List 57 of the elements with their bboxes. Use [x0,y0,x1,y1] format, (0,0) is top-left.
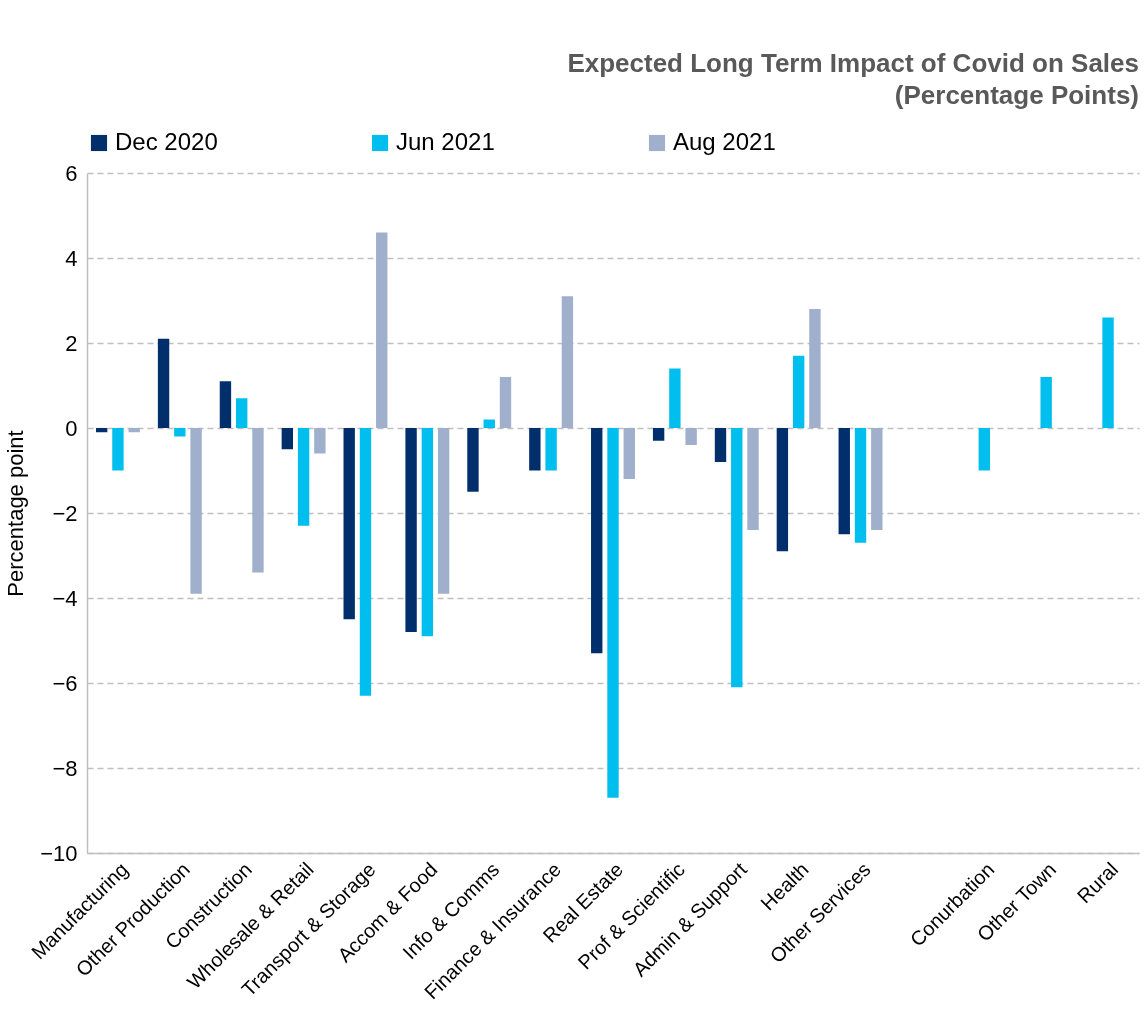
y-tick-label: 6 [65,160,78,186]
bar [128,428,140,433]
bar [871,428,883,530]
bar [252,428,264,573]
bar [1102,317,1114,428]
bar [561,296,574,428]
bar [809,309,821,428]
bar [499,377,512,428]
legend-label: Aug 2021 [673,128,776,155]
legend-label: Dec 2020 [115,128,218,155]
bar [623,428,635,479]
bar [731,428,743,688]
bar [714,428,727,462]
bar [978,428,990,471]
bar [376,232,388,428]
text: (Percentage Points) [894,80,1139,110]
bar [669,368,681,428]
bar [545,428,557,471]
bar [236,398,248,428]
bar [685,428,697,445]
text: Expected Long Term Impact of Covid on Sales [567,48,1139,78]
bar [483,419,495,428]
bar [776,428,789,552]
y-tick-label: 4 [65,245,78,271]
bar [529,428,541,471]
bar [747,428,759,530]
bar [591,428,603,654]
bar [652,428,665,441]
bar [190,428,202,594]
y-axis-title: Percentage point [3,430,29,597]
bar [607,428,619,798]
bar [112,428,124,471]
bar [297,428,310,526]
bar [405,428,417,632]
y-tick-label: 0 [65,415,78,441]
bar [95,428,108,433]
bar [792,355,805,428]
bar [421,428,434,637]
bar [157,338,170,428]
y-tick-label: 2 [65,330,78,356]
y-tick-label: −6 [52,670,78,696]
bar [437,428,450,594]
bar [314,428,326,454]
y-tick-label: −10 [40,840,78,866]
bar [174,428,186,437]
bar [359,428,372,696]
bar [467,428,479,492]
y-tick-label: −2 [52,500,78,526]
bar [854,428,867,543]
bar [838,428,850,535]
bar [219,381,232,428]
y-tick-label: −4 [52,585,78,611]
bar [1040,377,1052,428]
legend-label: Jun 2021 [396,128,495,155]
y-tick-label: −8 [52,755,78,781]
bar [343,428,355,620]
bar [281,428,294,450]
